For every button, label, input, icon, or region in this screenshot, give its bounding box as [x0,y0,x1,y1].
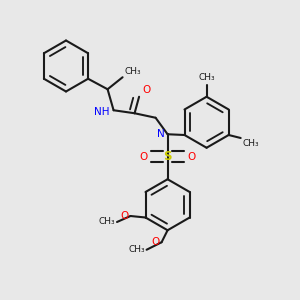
Text: N: N [157,129,165,139]
Text: CH₃: CH₃ [198,73,215,82]
Text: NH: NH [94,107,109,117]
Text: S: S [163,150,172,163]
Text: O: O [142,85,150,95]
Text: O: O [152,237,160,247]
Text: O: O [187,152,195,162]
Text: CH₃: CH₃ [124,67,141,76]
Text: CH₃: CH₃ [242,140,259,148]
Text: CH₃: CH₃ [128,245,145,254]
Text: O: O [121,211,129,221]
Text: O: O [140,152,148,162]
Text: CH₃: CH₃ [99,218,116,226]
